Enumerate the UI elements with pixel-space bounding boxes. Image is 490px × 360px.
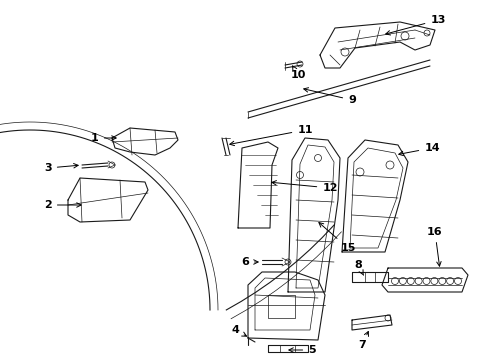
Text: 13: 13 [386,15,446,35]
Text: 15: 15 [319,222,356,253]
Text: 11: 11 [230,125,313,146]
Text: 1: 1 [91,133,116,143]
Text: 8: 8 [354,260,364,275]
Text: 6: 6 [241,257,258,267]
Text: 4: 4 [231,325,246,336]
Text: 2: 2 [44,200,81,210]
Text: 10: 10 [290,66,306,80]
Text: 16: 16 [427,227,443,266]
Text: 7: 7 [358,332,368,350]
Text: 12: 12 [272,181,338,193]
Text: 3: 3 [44,163,78,173]
Text: 9: 9 [304,88,356,105]
Text: 14: 14 [399,143,440,156]
Text: 5: 5 [289,345,316,355]
